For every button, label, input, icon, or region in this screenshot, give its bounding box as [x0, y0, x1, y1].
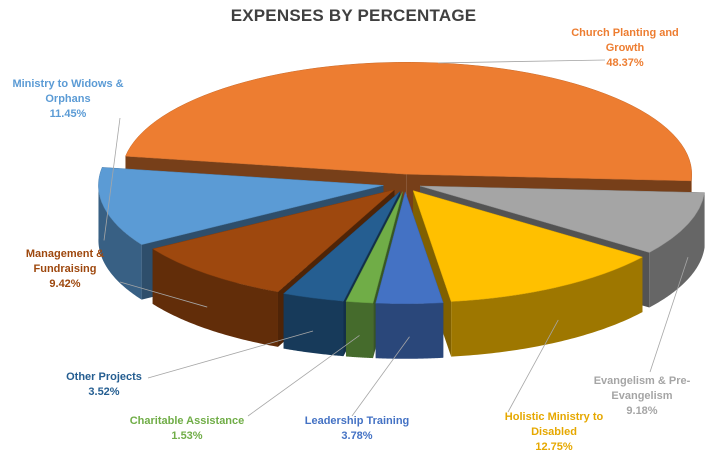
slice-side-2-0 [451, 257, 643, 357]
slice-percent: 3.78% [341, 430, 373, 442]
leader-line-4 [247, 335, 360, 417]
slice-percent: 48.37% [606, 57, 644, 69]
leader-line-7 [103, 117, 121, 241]
slice-percent: 1.53% [171, 430, 203, 442]
slice-name: Evangelism & Pre-Evangelism [593, 375, 691, 402]
slice-percent: 11.45% [49, 108, 87, 120]
slice-1 [419, 185, 705, 253]
slice-2 [412, 190, 644, 302]
slice-label-leadership-training: Leadership Training 3.78% [292, 414, 422, 444]
slice-label-management-fundraising: Management & Fundraising 9.42% [10, 247, 120, 292]
leader-line-6 [119, 281, 208, 308]
slice-3 [375, 190, 444, 305]
slice-label-evangelism: Evangelism & Pre-Evangelism 9.18% [582, 374, 702, 419]
slice-side-5-0 [283, 293, 344, 357]
leader-line-1 [649, 257, 689, 373]
slice-percent: 9.18% [626, 405, 658, 417]
slice-side-3-0 [375, 302, 444, 359]
slice-label-church-planting: Church Planting and Growth 48.37% [555, 26, 695, 71]
slice-6 [152, 189, 395, 293]
leader-line-2 [507, 319, 559, 413]
slice-label-ministry-widows-orphans: Ministry to Widows & Orphans 11.45% [0, 77, 136, 122]
slice-name: Charitable Assistance [129, 415, 245, 427]
slice-percent: 9.42% [49, 278, 81, 290]
slice-side-6-0 [152, 248, 278, 347]
slice-7 [98, 167, 384, 245]
slice-percent: 3.52% [88, 386, 120, 398]
slice-0 [125, 62, 692, 182]
chart-title: EXPENSES BY PERCENTAGE [230, 6, 477, 25]
slice-name: Holistic Ministry to Disabled [504, 411, 604, 438]
slice-name: Management & Fundraising [25, 248, 105, 275]
slice-name: Other Projects [66, 371, 142, 383]
slice-name: Leadership Training [304, 415, 410, 427]
slice-label-holistic-ministry: Holistic Ministry to Disabled 12.75% [484, 410, 624, 455]
leader-line-0 [438, 59, 606, 64]
slice-side-7-0 [98, 183, 142, 300]
leader-line-3 [351, 336, 410, 417]
slice-name: Ministry to Widows & Orphans [12, 78, 124, 105]
slice-percent: 12.75% [535, 441, 573, 453]
slice-side-4-0 [345, 301, 374, 359]
slice-name: Church Planting and Growth [571, 27, 679, 54]
slice-5 [283, 191, 401, 302]
slice-4 [345, 191, 403, 304]
leader-line-5 [147, 330, 314, 379]
slice-label-charitable-assistance: Charitable Assistance 1.53% [122, 414, 252, 444]
slice-label-other-projects: Other Projects 3.52% [56, 370, 152, 400]
